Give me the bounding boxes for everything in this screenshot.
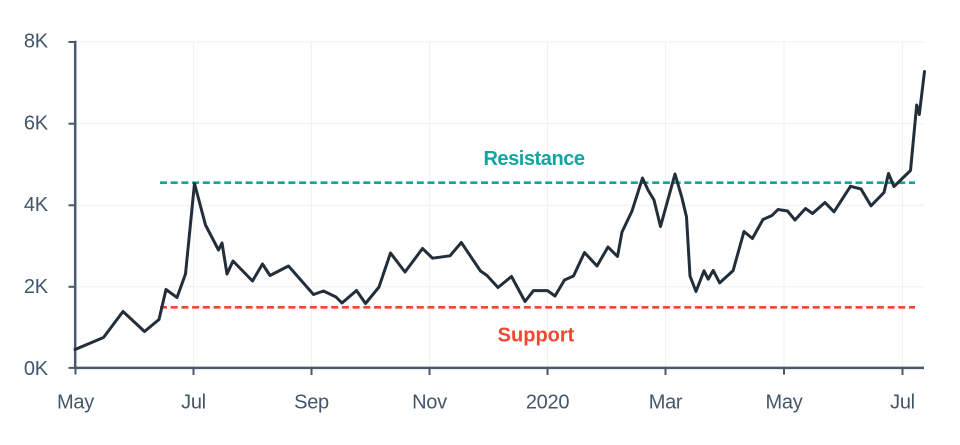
svg-text:Mar: Mar — [649, 392, 683, 414]
svg-text:6K: 6K — [24, 113, 49, 135]
svg-text:8K: 8K — [24, 31, 49, 53]
svg-text:Sep: Sep — [294, 392, 329, 414]
svg-text:Jul: Jul — [181, 392, 206, 414]
svg-text:2K: 2K — [24, 276, 49, 298]
svg-text:0K: 0K — [24, 358, 49, 380]
svg-text:May: May — [766, 392, 803, 414]
svg-text:Nov: Nov — [412, 392, 447, 414]
svg-text:2020: 2020 — [526, 392, 569, 414]
svg-text:Resistance: Resistance — [483, 148, 584, 170]
svg-text:Jul: Jul — [890, 392, 915, 414]
svg-text:May: May — [57, 392, 94, 414]
svg-text:4K: 4K — [24, 194, 49, 216]
svg-text:Support: Support — [498, 324, 575, 346]
